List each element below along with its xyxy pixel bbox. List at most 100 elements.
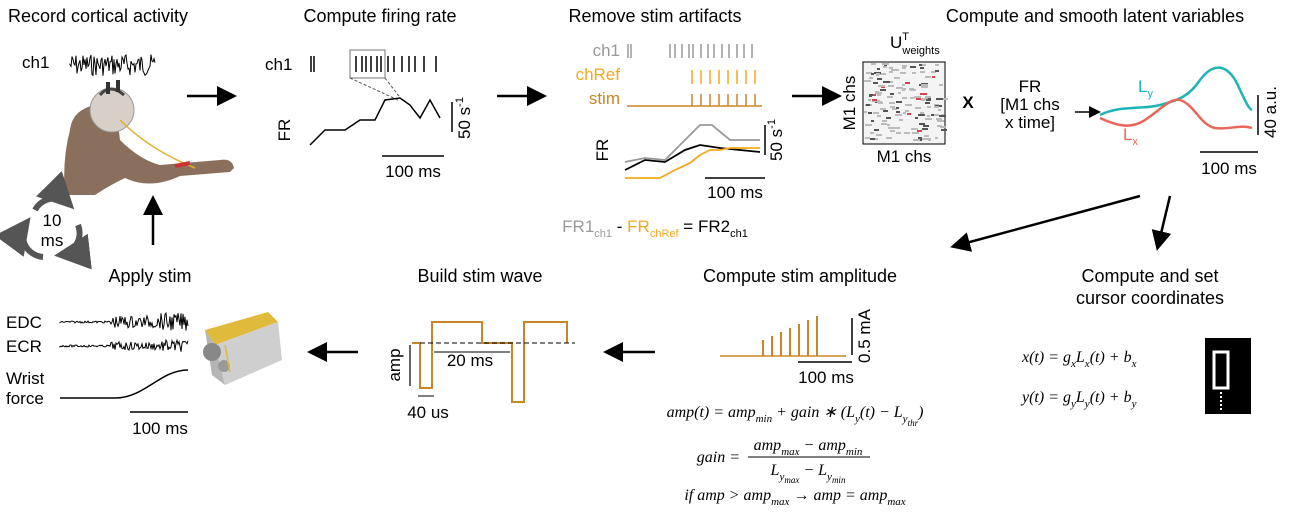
matrix-cell [870,138,876,140]
matrix-cell [871,63,876,65]
matrix-cell [888,81,893,83]
spike-train [310,56,437,72]
matrix-cell [891,69,894,71]
panel-title: Compute and set [1081,266,1218,286]
matrix-cell [940,126,946,128]
eq-sub: y [1084,398,1090,410]
matrix-cell [934,114,939,116]
amp-label: amp [385,348,404,381]
matrix-cell [876,134,882,136]
matrix-cell [941,98,948,100]
matrix-cell [937,125,942,127]
matrix-cell [925,96,931,98]
matrix-cell [914,96,921,98]
scale-label: 100 ms [798,368,854,387]
panel-title: Apply stim [108,266,191,286]
force-trace [60,369,189,399]
matrix-cell [896,107,899,109]
eq-sub: max [784,475,799,485]
matrix-cell [904,132,910,134]
matrix-cell [875,91,879,93]
matrix-cell [876,73,880,75]
matrix-cell [898,92,901,94]
matrix-cell [919,64,923,66]
equation: gain = [697,449,740,466]
matrix-cell [889,71,893,73]
matrix-cell [916,98,923,100]
eq-sub: y [902,413,908,425]
label-sub: x [1132,136,1138,148]
eq-part: = FR2 [679,217,731,236]
cursor-display [1205,338,1251,414]
fr-trace [625,147,760,179]
eq-sub: y [1131,398,1137,410]
ly-trace [1099,66,1253,117]
matrix-cell [900,72,906,74]
lx-trace [1099,98,1253,130]
matrix-cell [910,97,914,99]
matrix-cell [927,115,930,117]
matrix-cell [921,84,928,86]
matrix-cell [922,128,928,130]
matrix-cell [877,101,882,103]
axis-label: FR [275,119,294,142]
channel-label: chRef [576,65,621,84]
equation: amp(t) = ampmin + gain ∗ (Ly(t) − Lythr) [667,404,924,428]
matrix-cell [932,76,935,78]
matrix-cell [921,99,925,101]
matrix-cells [864,63,948,141]
eq-part: ) [917,404,923,421]
emg-trace [59,311,189,331]
matrix-cell [868,124,872,126]
eq-sub: x [1084,358,1090,370]
eq-sub: max [781,446,799,458]
matrix-cell [883,66,887,68]
panel-title: Compute firing rate [303,6,456,26]
eq-part: if amp > amp [684,487,771,504]
eq-part: → amp = amp [789,487,887,504]
scale-sup: -1 [454,97,466,107]
matrix-cell [927,106,931,108]
signal-label: EDC [6,313,42,332]
axis-label: M1 chs [840,76,859,131]
eq-part: FR [627,217,650,236]
matrix-cell [865,124,868,126]
signal-label: Wrist [6,369,45,388]
matrix-cell [912,72,916,74]
scale-text: 50 s [767,129,786,161]
matrix-cell [939,115,946,117]
fr-label: FR [1019,77,1042,96]
matrix-cell [877,115,881,117]
panel-title: Remove stim artifacts [568,6,741,26]
matrix-cell [919,139,922,141]
matrix-cell [866,72,872,74]
raw-trace-line [69,54,156,77]
panel-title: cursor coordinates [1076,288,1224,308]
matrix-cell [936,118,942,120]
zoom-box [349,49,386,79]
matrix-cell [920,71,925,73]
eq-part: amp(t) = amp [667,404,756,421]
matrix-cell [864,111,867,113]
matrix-cell [880,108,886,110]
eq-part: (t) + b [1090,389,1132,406]
matrix-cell [888,85,894,87]
stim-waveform [412,321,568,403]
lx-label: Lx [1123,125,1138,148]
matrix-cell [873,112,879,114]
matrix-cell [902,65,907,67]
matrix-cell [924,138,931,140]
matrix-cell [910,66,916,68]
matrix-cell [895,114,902,116]
channel-label: ch1 [265,55,292,74]
equation: ampmax − ampmin [754,437,863,458]
matrix-cell [880,73,886,75]
matrix-cell [896,87,903,89]
matrix-cell [902,89,905,91]
matrix-cell [872,99,877,101]
matrix-cell [882,63,889,65]
matrix-cell [938,109,941,111]
scale-label: 100 ms [707,183,763,202]
matrix-cell [887,124,890,126]
eq-sub: y [854,413,860,425]
